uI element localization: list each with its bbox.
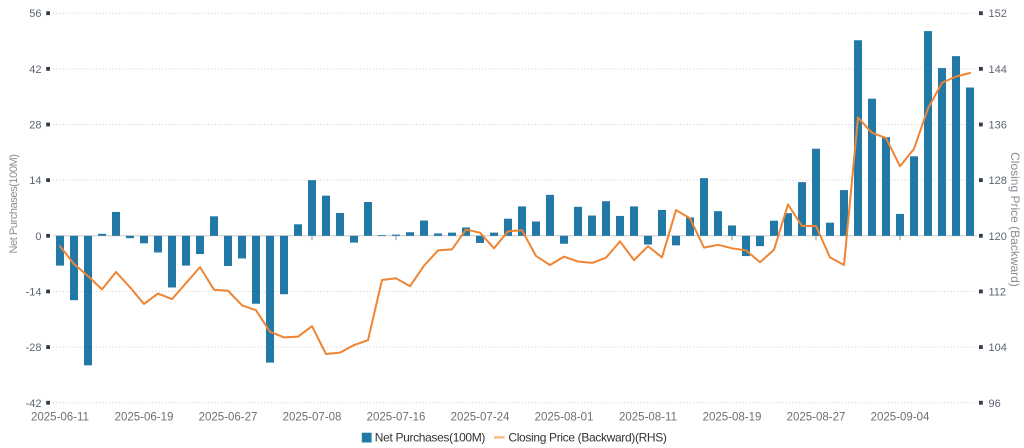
svg-text:42: 42 bbox=[29, 64, 41, 76]
svg-text:112: 112 bbox=[989, 286, 1007, 298]
svg-text:28: 28 bbox=[29, 120, 41, 132]
svg-text:2025-08-19: 2025-08-19 bbox=[703, 412, 762, 424]
svg-text:0: 0 bbox=[35, 231, 41, 243]
svg-text:144: 144 bbox=[989, 64, 1007, 76]
svg-text:14: 14 bbox=[29, 175, 41, 187]
svg-text:128: 128 bbox=[989, 175, 1007, 187]
svg-text:-14: -14 bbox=[26, 286, 42, 298]
svg-text:-28: -28 bbox=[26, 342, 42, 354]
svg-text:Net Purchases(100M): Net Purchases(100M) bbox=[375, 430, 486, 444]
svg-text:2025-06-27: 2025-06-27 bbox=[199, 412, 258, 424]
svg-text:96: 96 bbox=[989, 398, 1001, 410]
svg-text:2025-06-19: 2025-06-19 bbox=[115, 412, 174, 424]
svg-text:2025-07-24: 2025-07-24 bbox=[451, 412, 510, 424]
svg-text:-42: -42 bbox=[26, 398, 42, 410]
svg-text:2025-08-11: 2025-08-11 bbox=[619, 412, 677, 424]
svg-text:Closing Price (Backward)(RHS): Closing Price (Backward)(RHS) bbox=[508, 430, 667, 444]
svg-text:152: 152 bbox=[989, 8, 1007, 20]
svg-text:2025-08-27: 2025-08-27 bbox=[787, 412, 846, 424]
svg-text:Net Purchases(100M): Net Purchases(100M) bbox=[8, 154, 20, 253]
svg-text:136: 136 bbox=[989, 120, 1007, 132]
svg-text:104: 104 bbox=[989, 342, 1007, 354]
svg-text:2025-09-04: 2025-09-04 bbox=[871, 412, 930, 424]
svg-text:2025-08-01: 2025-08-01 bbox=[535, 412, 594, 424]
svg-text:56: 56 bbox=[29, 8, 41, 20]
svg-text:Closing Price (Backward): Closing Price (Backward) bbox=[1008, 152, 1022, 287]
svg-text:2025-06-11: 2025-06-11 bbox=[31, 412, 89, 424]
svg-text:2025-07-16: 2025-07-16 bbox=[367, 412, 426, 424]
svg-text:120: 120 bbox=[989, 231, 1007, 243]
svg-text:2025-07-08: 2025-07-08 bbox=[283, 412, 342, 424]
